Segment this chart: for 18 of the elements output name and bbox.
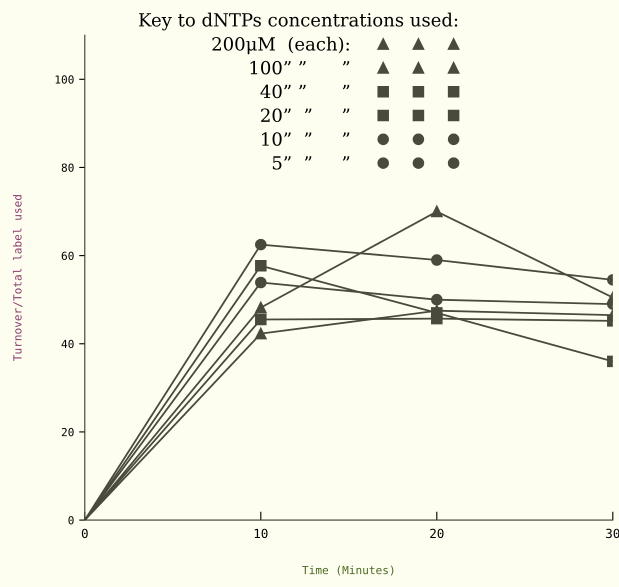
y-tick-label: 0	[68, 516, 74, 524]
x-tick-label: 20	[430, 528, 444, 538]
y-axis-title: Turnover/Total label used	[12, 195, 22, 362]
legend-label: 20” ” ”	[261, 108, 350, 122]
y-tick-label: 20	[62, 428, 74, 436]
legend-label: 40” ” ”	[260, 84, 350, 98]
x-axis-title: Time (Minutes)	[302, 566, 394, 576]
x-tick-label: 0	[82, 528, 88, 538]
y-tick-label: 100	[56, 75, 74, 84]
legend-label: 200μM (each):	[212, 36, 349, 54]
legend-label: 10” ” ”	[262, 132, 350, 146]
y-tick-label: 40	[62, 340, 74, 348]
legend-label: 5” ” ”	[272, 156, 350, 170]
y-tick-label: 80	[62, 163, 74, 172]
y-tick-label: 60	[62, 252, 74, 260]
legend-title: Key to dNTPs concentrations used:	[139, 12, 458, 30]
legend-label: 100” ” ”	[250, 60, 350, 74]
x-tick-label: 10	[254, 528, 268, 538]
